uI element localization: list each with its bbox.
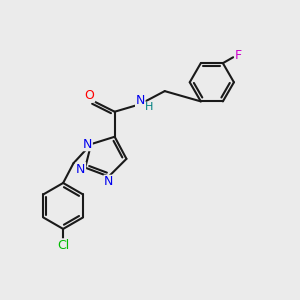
Text: H: H	[145, 102, 153, 112]
Text: O: O	[85, 89, 94, 102]
Text: Cl: Cl	[57, 239, 69, 252]
Text: N: N	[136, 94, 145, 107]
Text: F: F	[235, 49, 242, 62]
Text: N: N	[83, 138, 92, 151]
Text: N: N	[104, 175, 113, 188]
Text: N: N	[76, 163, 86, 176]
